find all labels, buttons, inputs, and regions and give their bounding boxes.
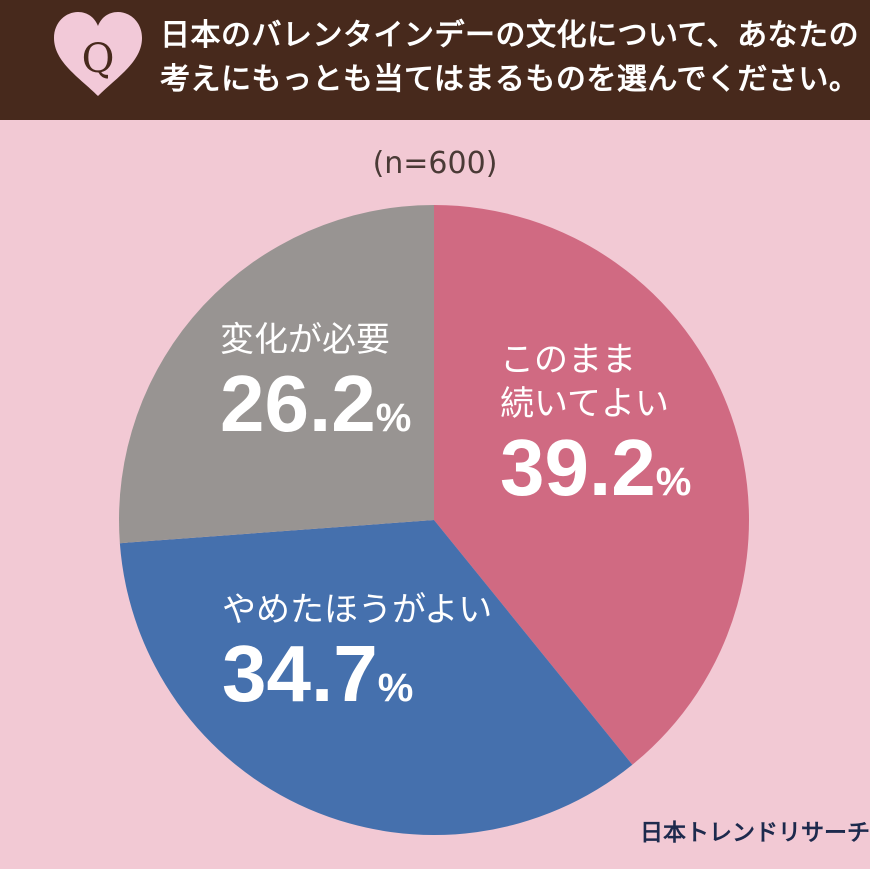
slice-category: 変化が必要 [220,320,390,360]
sample-size-label: (n=600) [372,146,498,181]
question-header: Q 日本のバレンタインデーの文化について、あなたの 考えにもっとも当てはまるもの… [0,0,870,120]
slice-value: 26.2% [220,359,412,448]
slice-category: やめたほうがよい [222,590,493,630]
pie-slice [119,520,633,835]
slice-category: 続いてよい [500,384,669,424]
slice-label-change: 変化が必要 26.2% [220,318,411,460]
slice-value: 34.7% [222,629,414,718]
heart-q-icon: Q [54,12,142,96]
pie-slice [118,205,434,544]
pie-slice [434,205,750,765]
slice-value: 39.2% [500,423,692,512]
question-line-2: 考えにもっとも当てはまるものを選んでください。 [160,62,860,97]
slice-category: このまま [500,340,636,380]
slice-label-stop: やめたほうがよい 34.7% [222,588,492,730]
question-text: 日本のバレンタインデーの文化について、あなたの 考えにもっとも当てはまるものを選… [160,14,859,102]
question-line-1: 日本のバレンタインデーの文化について、あなたの [160,18,860,53]
slice-label-continue: このまま 続いてよい 39.2% [500,338,691,524]
svg-text:Q: Q [82,36,115,82]
brand-logo: 日本トレンドリサーチ [640,820,870,846]
